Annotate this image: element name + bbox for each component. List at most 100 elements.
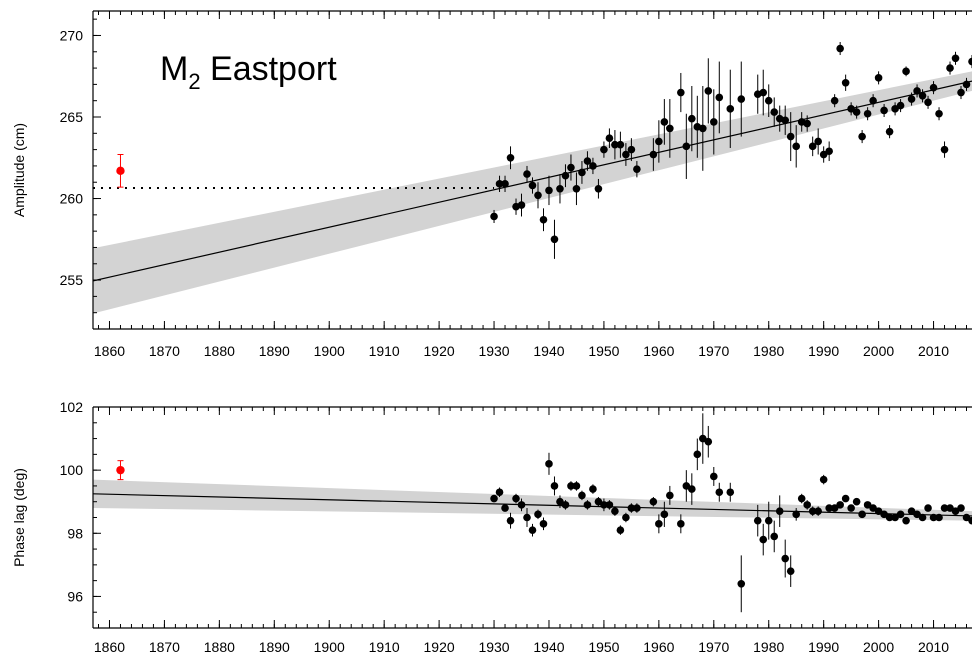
data-point xyxy=(528,526,537,534)
data-point xyxy=(764,96,773,105)
data-point xyxy=(605,501,614,509)
data-point xyxy=(517,201,526,209)
x-tick-label: 1930 xyxy=(478,639,509,655)
x-tick-label: 1910 xyxy=(369,639,400,655)
data-point xyxy=(534,510,542,519)
data-point xyxy=(781,116,790,125)
data-point xyxy=(583,501,592,509)
data-point xyxy=(940,145,949,154)
data-point xyxy=(495,180,504,188)
data-point xyxy=(946,64,954,72)
data-point xyxy=(863,501,872,509)
data-point xyxy=(666,124,674,133)
data-point xyxy=(704,87,713,95)
data-point xyxy=(891,513,899,522)
x-tick-label: 1980 xyxy=(753,639,784,655)
x-tick-label: 1920 xyxy=(424,343,455,359)
data-point xyxy=(951,54,960,63)
x-tick-label: 1970 xyxy=(698,639,729,655)
data-point xyxy=(556,497,564,506)
data-point xyxy=(929,513,938,522)
y-axis-label: Amplitude (cm) xyxy=(11,123,27,217)
x-tick-label: 1930 xyxy=(478,343,509,359)
x-tick-label: 1960 xyxy=(643,343,674,359)
data-point xyxy=(655,520,663,528)
y-tick-label: 265 xyxy=(60,109,84,125)
data-point xyxy=(902,67,910,76)
data-point xyxy=(737,580,746,588)
data-point xyxy=(506,516,515,525)
data-point xyxy=(907,507,916,515)
x-tick-label: 1860 xyxy=(94,343,125,359)
x-tick-label: 2010 xyxy=(918,639,949,655)
plot-area xyxy=(93,413,972,613)
data-point xyxy=(819,475,828,484)
data-point xyxy=(572,482,581,490)
data-point xyxy=(649,150,658,159)
data-point xyxy=(935,109,943,118)
confidence-band xyxy=(93,479,972,521)
data-point xyxy=(929,83,938,92)
data-point xyxy=(808,142,817,151)
data-point xyxy=(682,142,691,151)
x-tick-label: 1870 xyxy=(149,639,180,655)
chart-title-main: M xyxy=(160,50,188,88)
x-tick-label: 1880 xyxy=(204,343,235,359)
data-point xyxy=(836,44,844,53)
data-point xyxy=(594,497,603,506)
x-tick-label: 1890 xyxy=(259,639,290,655)
data-point xyxy=(682,482,691,490)
data-point xyxy=(786,132,795,141)
data-point xyxy=(633,165,641,173)
data-point xyxy=(913,87,921,95)
data-point xyxy=(556,184,564,193)
data-point xyxy=(902,516,910,525)
data-point xyxy=(737,95,746,103)
data-point xyxy=(611,507,619,515)
data-point xyxy=(490,212,498,221)
y-tick-label: 270 xyxy=(60,27,84,43)
data-point xyxy=(825,147,833,156)
data-point xyxy=(918,92,927,100)
data-point xyxy=(814,137,822,146)
data-point xyxy=(512,494,520,503)
data-point xyxy=(600,501,608,509)
data-point xyxy=(962,513,971,522)
data-point xyxy=(896,510,905,519)
data-point xyxy=(726,488,735,497)
x-tick-label: 1890 xyxy=(259,343,290,359)
data-point xyxy=(759,88,768,97)
data-point xyxy=(677,88,685,97)
x-tick-label: 1920 xyxy=(424,639,455,655)
data-point xyxy=(896,101,905,110)
data-point xyxy=(951,507,960,515)
data-point xyxy=(589,485,597,493)
data-point xyxy=(622,513,630,522)
data-point xyxy=(550,235,559,244)
data-point xyxy=(605,134,614,142)
data-point xyxy=(578,491,586,500)
highlight-point xyxy=(116,465,125,475)
data-point xyxy=(627,145,636,154)
plot-area xyxy=(93,41,972,314)
y-tick-label: 260 xyxy=(60,191,84,207)
data-point xyxy=(924,504,932,512)
data-point xyxy=(907,95,916,103)
data-point xyxy=(858,132,866,141)
data-point xyxy=(847,105,855,113)
data-point xyxy=(567,163,575,172)
x-tick-label: 1980 xyxy=(753,343,784,359)
data-point xyxy=(968,516,972,525)
data-point xyxy=(677,520,685,528)
data-point xyxy=(781,554,790,563)
data-point xyxy=(622,150,630,159)
trend-line xyxy=(93,493,972,517)
data-point xyxy=(759,535,768,544)
x-tick-label: 1900 xyxy=(314,639,345,655)
data-point xyxy=(825,504,833,512)
data-point xyxy=(715,488,724,497)
data-point xyxy=(594,184,603,193)
data-point xyxy=(885,127,894,136)
data-point xyxy=(836,501,844,509)
